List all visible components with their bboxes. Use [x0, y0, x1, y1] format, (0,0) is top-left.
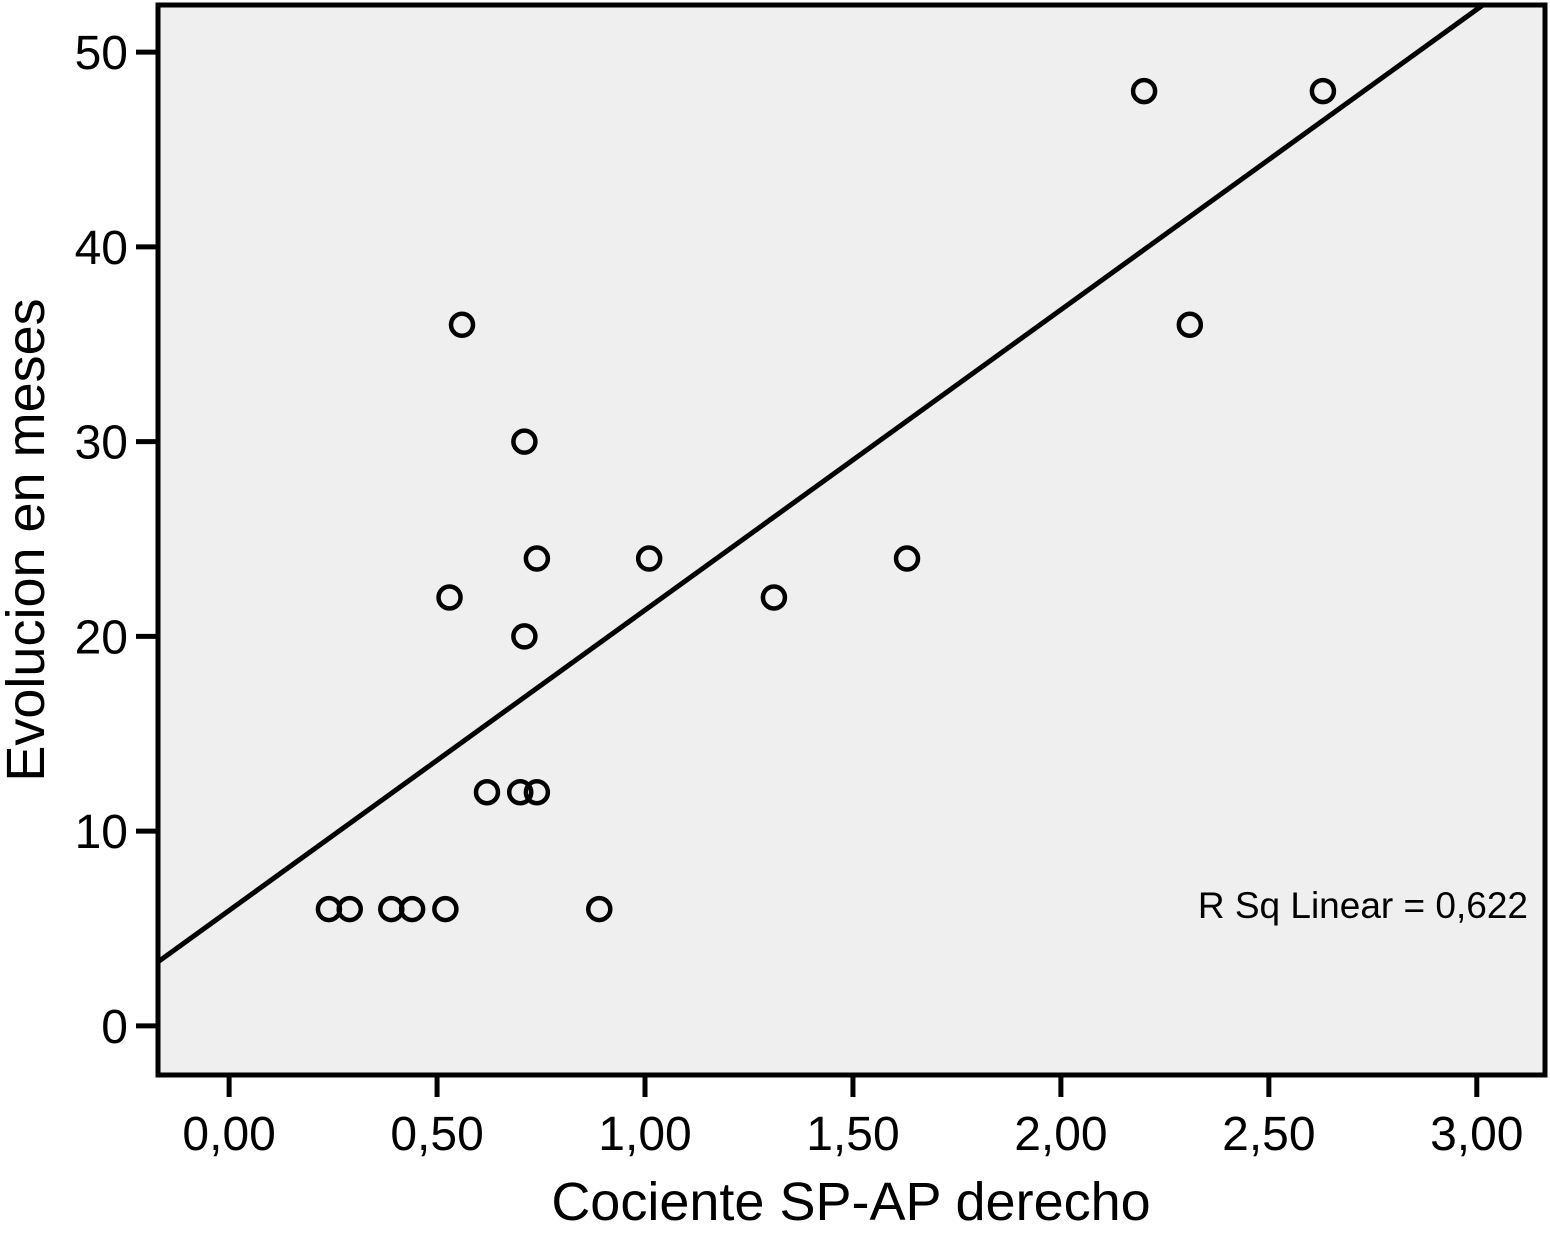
x-tick-label: 2,00 — [1014, 1108, 1107, 1161]
r-squared-annotation: R Sq Linear = 0,622 — [1198, 885, 1528, 926]
data-point — [506, 778, 534, 806]
y-tick-label: 30 — [75, 417, 128, 470]
y-tick-label: 10 — [75, 806, 128, 859]
data-point — [511, 623, 538, 650]
data-point — [436, 584, 463, 611]
data-point — [511, 428, 538, 455]
data-point — [586, 895, 613, 923]
data-point — [893, 545, 921, 572]
x-tick-label: 3,00 — [1430, 1108, 1523, 1161]
regression-line — [156, 3, 1485, 964]
data-point — [635, 545, 663, 572]
data-point — [1176, 311, 1204, 339]
data-point — [448, 311, 476, 339]
x-axis-title: Cociente SP-AP derecho — [551, 1172, 1150, 1232]
x-tick-label: 1,50 — [806, 1108, 899, 1161]
data-point — [1130, 77, 1158, 105]
x-tick-label: 1,00 — [598, 1108, 691, 1161]
x-axis-ticks: 0,00 0,50 1,00 1,50 2,00 2,50 3,00 — [182, 1075, 1524, 1161]
data-point — [398, 895, 426, 923]
data-point — [336, 895, 363, 923]
y-tick-label: 20 — [75, 611, 128, 664]
data-point — [1309, 77, 1337, 105]
data-point — [432, 895, 459, 923]
y-tick-label: 50 — [75, 27, 128, 80]
data-point — [473, 778, 501, 806]
y-axis-title: Evolucion en meses — [0, 298, 56, 781]
x-tick-label: 0,00 — [182, 1108, 275, 1161]
y-tick-label: 40 — [75, 222, 128, 275]
data-point — [523, 778, 551, 806]
data-point — [523, 545, 551, 572]
x-tick-label: 0,50 — [390, 1108, 483, 1161]
data-point — [760, 584, 788, 611]
y-axis-ticks: 0 10 20 30 40 50 — [75, 27, 158, 1054]
data-points-group — [315, 77, 1337, 923]
y-tick-label: 0 — [101, 1001, 128, 1054]
x-tick-label: 2,50 — [1222, 1108, 1315, 1161]
regression-line-group — [156, 3, 1485, 964]
